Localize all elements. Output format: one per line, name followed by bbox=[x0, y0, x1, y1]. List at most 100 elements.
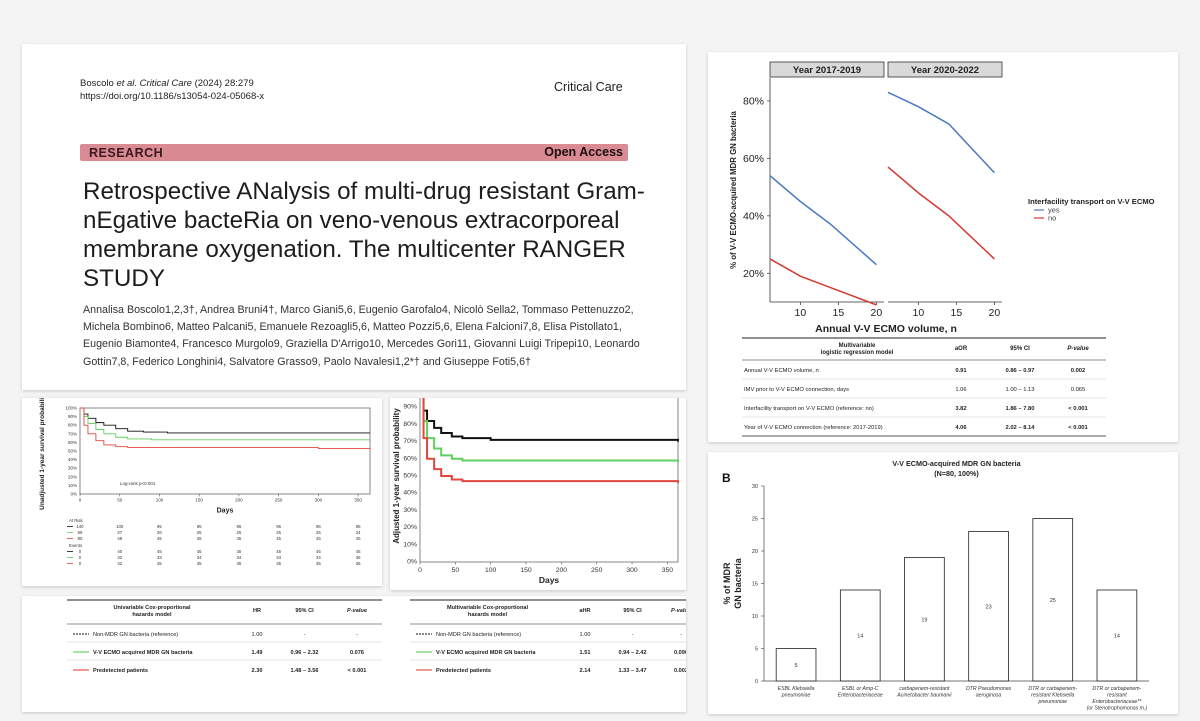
table-cell: 1.00 bbox=[580, 632, 591, 638]
category-label: Acinetobacter baumanii bbox=[896, 693, 952, 699]
table-cell: < 0.001 bbox=[1068, 406, 1088, 412]
table-header-cell: 95% CI bbox=[295, 608, 314, 614]
at-risk-value: 26 bbox=[157, 530, 162, 535]
y-tick-label: 10% bbox=[403, 541, 417, 548]
y-axis-label: Adjusted 1-year survival probability bbox=[392, 408, 401, 544]
table-header-cell: 95% CI bbox=[623, 608, 642, 614]
x-tick-label: 0 bbox=[79, 498, 82, 503]
table-header-cell: P-value bbox=[347, 608, 367, 614]
table-cell: < 0.001 bbox=[1068, 425, 1088, 431]
bar-value-label: 5 bbox=[795, 663, 798, 669]
bar bbox=[904, 557, 945, 682]
table-cell: 0.090 bbox=[674, 650, 686, 656]
survival-curve-2 bbox=[420, 389, 679, 483]
at-risk-value: 45 bbox=[237, 536, 242, 541]
events-value: 35 bbox=[316, 561, 321, 566]
y-tick-label: 20% bbox=[68, 474, 77, 479]
at-risk-value: 95 bbox=[276, 524, 281, 529]
table-cell: 2.14 bbox=[580, 668, 592, 674]
y-tick-label: 10% bbox=[68, 483, 77, 488]
y-tick-label: 50% bbox=[403, 473, 417, 480]
events-value: 35 bbox=[197, 561, 202, 566]
x-tick-label: 20 bbox=[989, 307, 1001, 319]
category-label: (or Stenotrophomonas m.) bbox=[1087, 706, 1148, 712]
y-tick-label: 15 bbox=[752, 582, 758, 588]
x-tick-label: 10 bbox=[795, 307, 807, 319]
survival-curve-1 bbox=[80, 407, 370, 441]
table-cell: 2.02 – 8.14 bbox=[1005, 425, 1035, 431]
bar-panel: B V-V ECMO-acquired MDR GN bacteria (N=80,… bbox=[708, 452, 1178, 714]
table-cell: 0.91 bbox=[955, 368, 967, 374]
y-axis-label: Unadjusted 1-year survival probability bbox=[39, 398, 46, 510]
doi-link[interactable]: https://doi.org/10.1186/s13054-024-05068… bbox=[80, 91, 265, 102]
events-value: 34 bbox=[237, 555, 242, 560]
y-tick-label: 40% bbox=[403, 490, 417, 497]
events-value: 45 bbox=[237, 549, 242, 554]
y-axis-label: GN bacteria bbox=[733, 557, 743, 609]
at-risk-value: 24 bbox=[356, 530, 361, 535]
line-yes bbox=[769, 175, 877, 266]
table-cell: 1.00 bbox=[252, 632, 263, 638]
table-cell: - bbox=[680, 632, 682, 638]
table-header-cell: Multivariable bbox=[839, 343, 876, 349]
table-cell: < 0.001 bbox=[348, 668, 367, 674]
events-value: 34 bbox=[197, 555, 202, 560]
events-label: Events bbox=[69, 543, 82, 548]
events-value: 0 bbox=[79, 561, 82, 566]
bar-value-label: 19 bbox=[921, 617, 927, 623]
table-header-cell: Univariable Cox-proportional bbox=[113, 605, 191, 611]
line-no bbox=[887, 166, 995, 260]
y-tick-label: 60% bbox=[403, 455, 417, 462]
facet-label: Year 2020-2022 bbox=[911, 65, 979, 76]
category-label: DTR or carbapenem- bbox=[1028, 686, 1077, 692]
y-tick-label: 30% bbox=[403, 507, 417, 514]
table-cell: Interfacility transport on V-V ECMO (ref… bbox=[744, 406, 874, 412]
table-cell: 3.82 bbox=[955, 406, 966, 412]
x-tick-label: 300 bbox=[626, 567, 638, 574]
at-risk-value: 45 bbox=[157, 536, 162, 541]
y-tick-label: 25 bbox=[752, 517, 758, 523]
events-value: 45 bbox=[197, 549, 202, 554]
events-value: 35 bbox=[276, 561, 281, 566]
km-unadjusted-chart: 100%90%80%70%60%50%40%30%20%10%0%0 50 100 1… bbox=[39, 392, 371, 566]
category-label: pneumoniae bbox=[781, 693, 811, 699]
citation: Boscolo et al. Critical Care (2024) 28:2… bbox=[80, 77, 264, 103]
table-cell: 1.33 – 3.47 bbox=[619, 668, 647, 674]
logrank-label: Log-rank p<0.001 bbox=[120, 481, 156, 486]
at-risk-value: 95 bbox=[197, 524, 202, 529]
y-tick-label: 60% bbox=[743, 153, 764, 165]
table-cell: 1.48 – 3.56 bbox=[291, 668, 319, 674]
at-risk-value: 25 bbox=[276, 530, 281, 535]
x-tick-label: 350 bbox=[662, 567, 674, 574]
table-cell: 1.00 – 1.13 bbox=[1005, 387, 1034, 393]
category-label: ESBL Klebsiella bbox=[778, 686, 815, 692]
bar-value-label: 14 bbox=[857, 634, 863, 640]
table-cell: Non-MDR GN bacteria (reference) bbox=[93, 632, 178, 638]
facet-strip bbox=[887, 61, 1003, 78]
interaction-panel: Year 2017-2019 10 15 20 Year 2020-2022 10 15 20… bbox=[708, 52, 1178, 442]
table-header-cell: hazards model bbox=[132, 612, 172, 618]
table-cell: Predetected patients bbox=[93, 668, 148, 674]
y-tick-label: 20 bbox=[752, 549, 758, 555]
x-axis-label: Days bbox=[539, 575, 560, 585]
facet-strip bbox=[769, 61, 885, 78]
at-risk-value: 95 bbox=[316, 524, 321, 529]
x-tick-label: 350 bbox=[354, 498, 362, 503]
at-risk-value: 45 bbox=[197, 536, 202, 541]
table-cell: - bbox=[356, 632, 358, 638]
events-value: 35 bbox=[157, 561, 162, 566]
events-value: 32 bbox=[117, 561, 122, 566]
events-value: 0 bbox=[79, 549, 82, 554]
x-axis-label: Annual V-V ECMO volume, n bbox=[815, 323, 957, 335]
at-risk-value: 45 bbox=[356, 536, 361, 541]
table-cell: - bbox=[632, 632, 634, 638]
events-value: 45 bbox=[316, 549, 321, 554]
line-no bbox=[769, 258, 877, 306]
events-value: 36 bbox=[356, 561, 361, 566]
y-tick-label: 100% bbox=[65, 406, 77, 411]
table-header-cell: aOR bbox=[955, 346, 968, 352]
y-tick-label: 90% bbox=[403, 404, 417, 411]
y-tick-label: 20% bbox=[743, 268, 764, 280]
y-tick-label: 70% bbox=[403, 438, 417, 445]
